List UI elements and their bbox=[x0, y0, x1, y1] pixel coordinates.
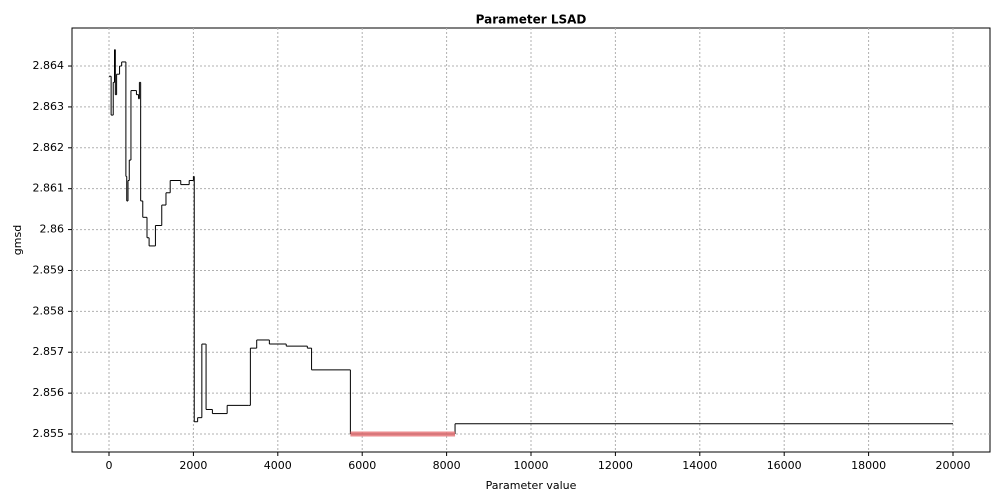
y-tick-label: 2.855 bbox=[33, 427, 65, 440]
y-tick-label: 2.861 bbox=[33, 182, 65, 195]
x-tick-label: 0 bbox=[106, 459, 113, 472]
y-tick-label: 2.864 bbox=[33, 59, 65, 72]
y-tick-label: 2.858 bbox=[33, 304, 65, 317]
y-axis-label: gmsd bbox=[11, 225, 24, 255]
x-tick-label: 14000 bbox=[682, 459, 717, 472]
y-tick-label: 2.863 bbox=[33, 100, 65, 113]
x-tick-label: 18000 bbox=[851, 459, 886, 472]
x-tick-label: 16000 bbox=[767, 459, 802, 472]
x-tick-label: 10000 bbox=[514, 459, 549, 472]
x-tick-label: 8000 bbox=[433, 459, 461, 472]
y-tick-label: 2.86 bbox=[40, 223, 65, 236]
y-tick-label: 2.862 bbox=[33, 141, 65, 154]
x-tick-label: 20000 bbox=[935, 459, 970, 472]
x-tick-label: 12000 bbox=[598, 459, 633, 472]
chart-title: Parameter LSAD bbox=[476, 13, 587, 27]
y-tick-label: 2.857 bbox=[33, 345, 65, 358]
x-tick-label: 6000 bbox=[348, 459, 376, 472]
x-tick-label: 4000 bbox=[264, 459, 292, 472]
x-tick-label: 2000 bbox=[179, 459, 207, 472]
x-axis-label: Parameter value bbox=[486, 479, 577, 492]
y-tick-label: 2.856 bbox=[33, 386, 65, 399]
y-tick-label: 2.859 bbox=[33, 263, 65, 276]
